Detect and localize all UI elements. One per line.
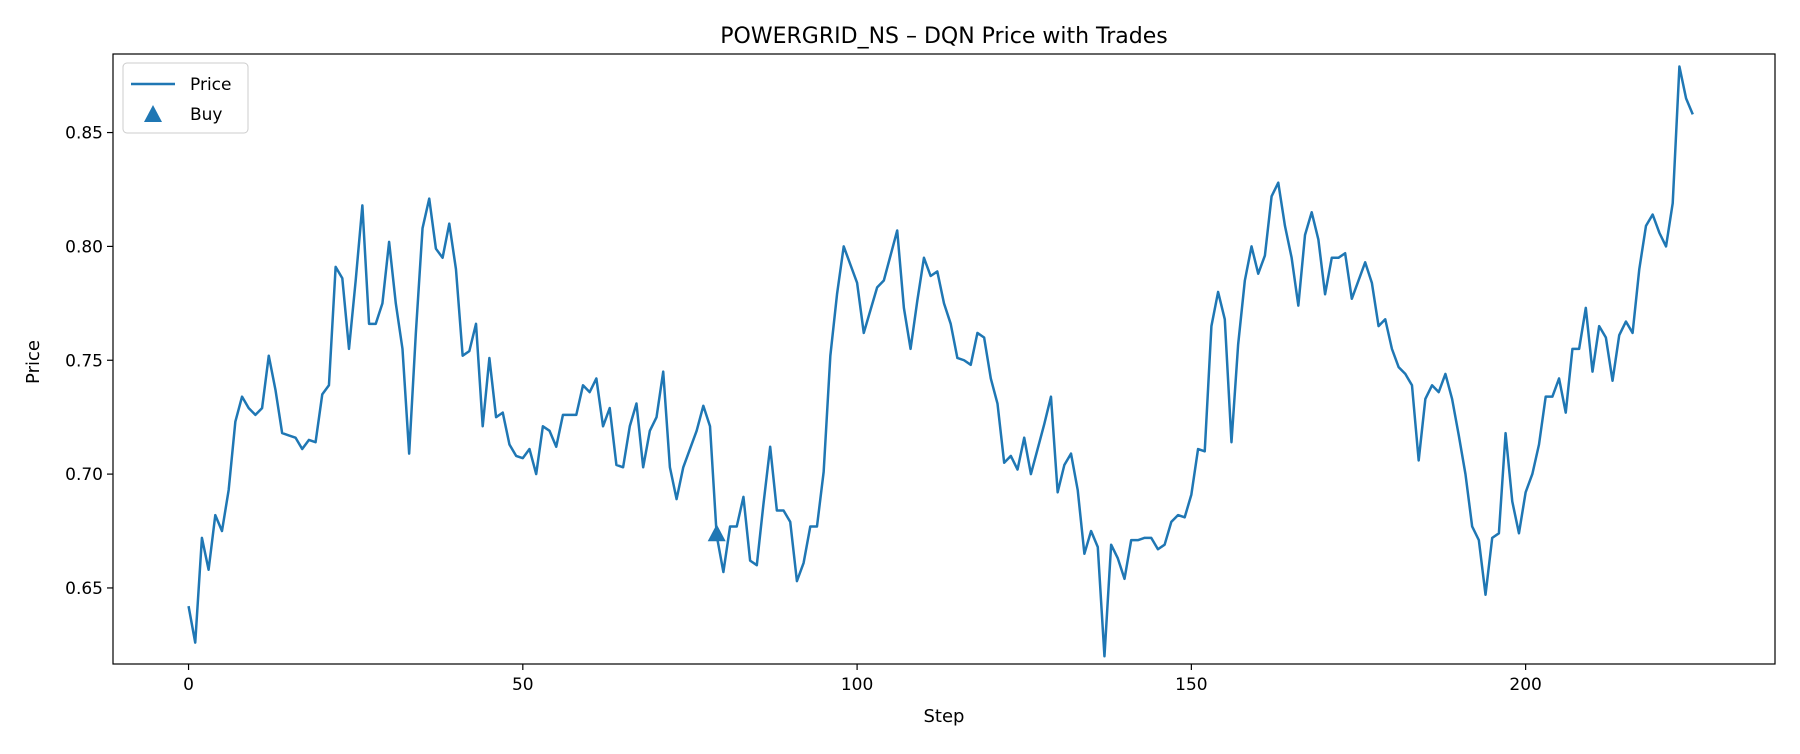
legend-label-price: Price xyxy=(190,75,231,95)
legend: Price Buy xyxy=(122,62,249,134)
plot-area xyxy=(112,53,1776,665)
buy-marker xyxy=(707,524,726,542)
chart-title: POWERGRID_NS – DQN Price with Trades xyxy=(720,24,1167,49)
y-tick-label: 0.75 xyxy=(65,351,103,371)
price-line xyxy=(187,65,1694,658)
legend-label-buy: Buy xyxy=(190,105,223,125)
x-tick-label: 150 xyxy=(1175,675,1207,695)
y-tick-label: 0.85 xyxy=(65,124,103,144)
y-tick-label: 0.80 xyxy=(65,237,103,257)
legend-box xyxy=(122,62,249,134)
legend-triangle-swatch xyxy=(144,105,162,122)
x-tick-label: 200 xyxy=(1509,675,1541,695)
x-tick-label: 0 xyxy=(183,675,194,695)
series-layer xyxy=(187,65,1694,658)
plot-frame xyxy=(112,53,1776,665)
y-tick-label: 0.65 xyxy=(65,579,103,599)
x-axis: 0 50 100 150 200 xyxy=(183,664,1542,695)
x-tick-label: 50 xyxy=(512,675,534,695)
y-axis-label: Price xyxy=(23,340,44,384)
x-axis-label: Step xyxy=(924,706,965,727)
y-axis: 0.65 0.70 0.75 0.80 0.85 xyxy=(65,124,113,599)
x-tick-label: 100 xyxy=(841,675,873,695)
y-tick-label: 0.70 xyxy=(65,465,103,485)
